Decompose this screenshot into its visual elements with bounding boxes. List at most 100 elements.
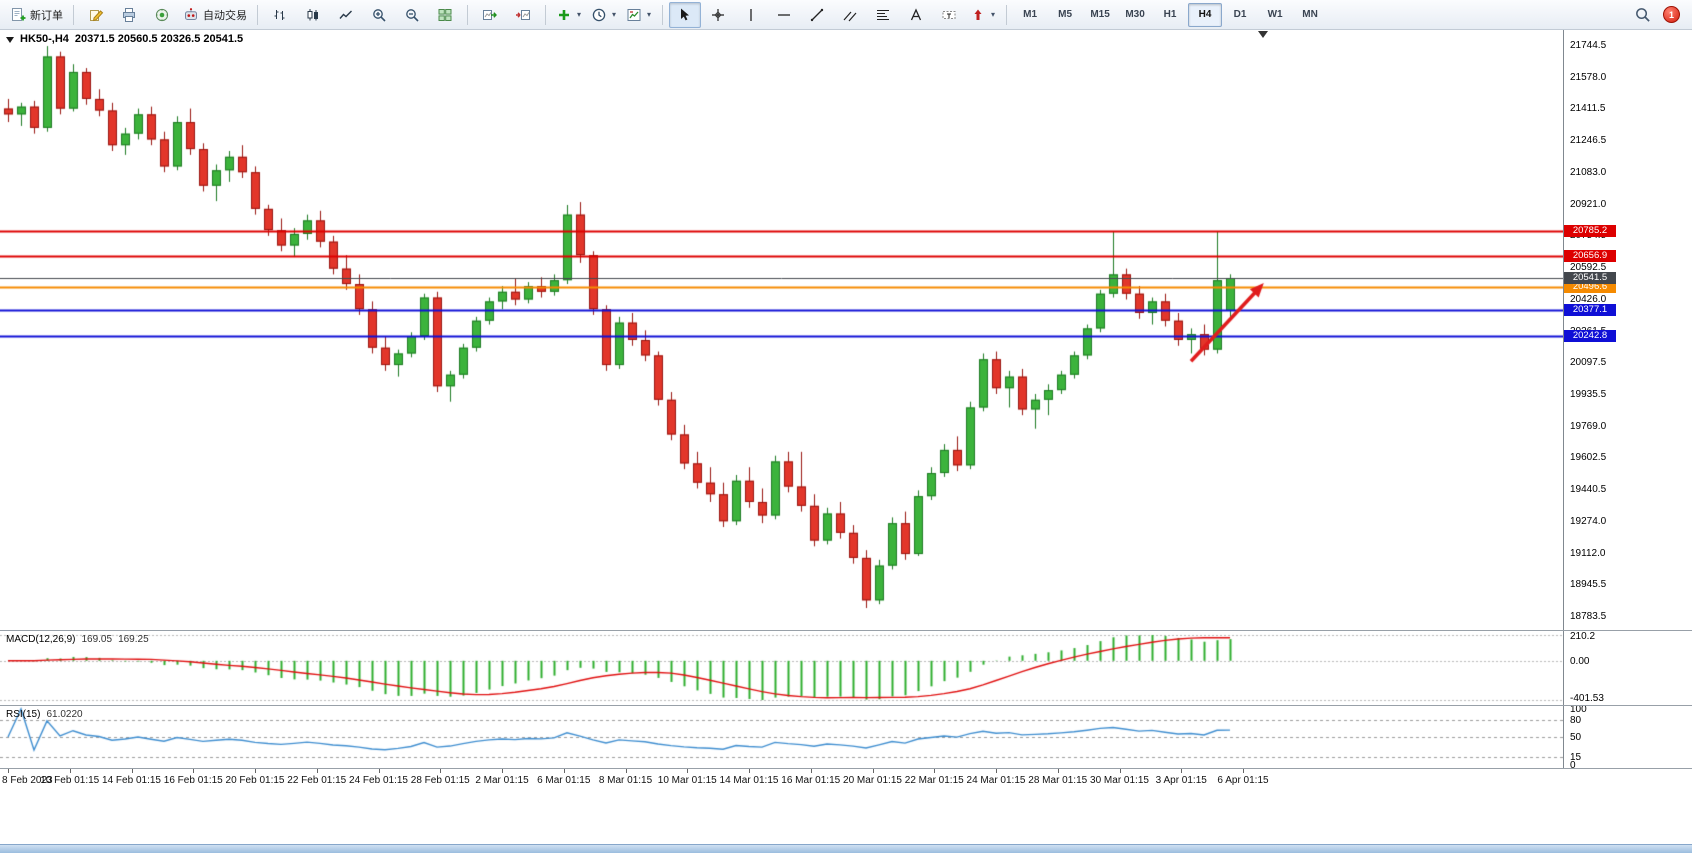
arrows-dropdown-icon[interactable]: ▾ <box>991 9 996 19</box>
time-axis-tick <box>1057 769 1059 773</box>
time-axis-label: 14 Feb 01:15 <box>102 775 161 786</box>
indicators-dropdown-icon[interactable]: ▾ <box>577 9 582 19</box>
horizontal-line-tool-button[interactable] <box>768 2 800 28</box>
time-axis-label: 2 Mar 01:15 <box>475 775 529 786</box>
time-axis[interactable]: 8 Feb 2023 10 Feb 01:15 14 Feb 01:15 16 Feb… <box>0 769 1692 793</box>
time-axis-label: 16 Mar 01:15 <box>781 775 841 786</box>
cursor-tool-button[interactable] <box>669 1 702 28</box>
templates-button[interactable]: ▾ <box>622 2 656 28</box>
price-axis-label: 19112.0 <box>1570 547 1606 559</box>
macd-canvas[interactable] <box>0 631 1563 705</box>
price-axis-label: 20921.0 <box>1570 198 1607 210</box>
time-axis-label: 14 Mar 01:15 <box>719 775 779 786</box>
price-axis-label: 20592.5 <box>1570 262 1607 274</box>
price-axis-label: 21744.5 <box>1570 40 1607 51</box>
time-axis-tick <box>687 769 689 773</box>
rsi-header: RSI(15) 61.0220 <box>6 709 83 720</box>
chart-header: HK50-,H4 20371.5 20560.5 20326.5 20541.5 <box>6 33 243 45</box>
time-axis-label: 10 Feb 01:15 <box>40 775 100 786</box>
text-tool-button[interactable] <box>900 2 932 28</box>
new-order-button[interactable]: 新订单 <box>6 2 67 28</box>
chart-bars-button[interactable] <box>264 2 296 28</box>
text-icon <box>910 7 922 20</box>
bar-chart-icon <box>274 9 285 20</box>
timeframe-h4-button[interactable]: H4 <box>1188 2 1223 27</box>
price-axis-label: 21578.0 <box>1570 71 1607 83</box>
text-label-tool-button[interactable] <box>933 2 965 28</box>
zoom-in-button[interactable] <box>363 2 395 28</box>
timeframe-w1-button[interactable]: W1 <box>1267 9 1283 20</box>
time-axis-tick <box>255 769 256 773</box>
timeframe-m1-button[interactable]: M1 <box>1023 9 1038 20</box>
price-axis-label: 18945.5 <box>1570 579 1607 591</box>
price-line-value-box: 20785.2 <box>1564 224 1616 237</box>
templates-dropdown-icon[interactable]: ▾ <box>647 9 652 19</box>
chart-shift-marker[interactable] <box>1258 31 1268 38</box>
timeframe-m15-button[interactable]: M15 <box>1090 9 1110 20</box>
chart-line-button[interactable] <box>330 2 362 28</box>
one-click-trading-toggle-icon[interactable] <box>6 36 14 43</box>
time-axis-label: 28 Mar 01:15 <box>1028 775 1088 786</box>
macd-main-value: 169.05 <box>81 634 113 645</box>
toolbar-separator <box>545 4 546 25</box>
price-line-value-box: 20541.5 <box>1564 271 1616 284</box>
time-axis-label: 6 Mar 01:15 <box>537 775 591 786</box>
timeframe-d1-button[interactable]: D1 <box>1233 9 1247 20</box>
periods-button[interactable]: ▾ <box>587 2 621 28</box>
arrows-tool-button[interactable]: ▾ <box>966 2 1000 28</box>
timeframe-m30-button[interactable]: M30 <box>1125 9 1145 20</box>
panel-divider[interactable] <box>0 705 1692 706</box>
time-axis-tick <box>810 769 812 773</box>
timeframe-mn-button[interactable]: MN <box>1302 9 1318 20</box>
new-order-icon <box>12 7 26 21</box>
price-axis-label: 0.00 <box>1570 655 1590 667</box>
clock-icon <box>592 8 606 21</box>
time-axis-tick <box>502 769 503 773</box>
price-axis[interactable]: 21744.5 21578.0 21411.5 21246.5 21083.0 20921… <box>1563 30 1692 771</box>
timeframe-h1-button[interactable]: H1 <box>1163 9 1177 20</box>
chart-shift-icon <box>516 9 530 20</box>
search-icon[interactable] <box>1634 6 1651 23</box>
crosshair-tool-button[interactable] <box>702 2 734 28</box>
toolbar-separator <box>467 4 468 25</box>
channel-tool-button[interactable] <box>834 2 866 28</box>
price-line-value-box: 20377.1 <box>1564 303 1616 316</box>
indicators-button[interactable]: ▾ <box>552 2 586 28</box>
window-bottom-border <box>0 844 1692 853</box>
metaeditor-button[interactable] <box>80 2 112 28</box>
fibonacci-icon <box>877 9 890 20</box>
price-chart-canvas[interactable] <box>0 30 1563 630</box>
autotrading-button[interactable]: 自动交易 <box>179 2 251 28</box>
time-axis-label: 20 Feb 01:15 <box>225 775 285 786</box>
print-button[interactable] <box>113 2 145 28</box>
zoom-in-icon <box>373 8 386 22</box>
autoscroll-button[interactable] <box>474 2 506 28</box>
chart-shift-button[interactable] <box>507 2 539 28</box>
cursor-icon <box>681 8 690 20</box>
chart-candles-button[interactable] <box>297 2 329 28</box>
sounds-button[interactable] <box>146 2 178 28</box>
macd-header: MACD(12,26,9) 169.05 169.25 <box>6 634 149 645</box>
time-axis-label: 8 Feb 2023 <box>2 775 53 786</box>
panel-divider[interactable] <box>0 630 1692 631</box>
timeframe-m5-button[interactable]: M5 <box>1058 9 1073 20</box>
fibonacci-tool-button[interactable] <box>867 2 899 28</box>
price-axis-label: 19935.5 <box>1570 388 1607 400</box>
vertical-line-tool-button[interactable] <box>735 2 767 28</box>
price-axis-label: -401.53 <box>1570 693 1604 704</box>
tile-windows-button[interactable] <box>429 2 461 28</box>
panel-divider <box>0 768 1692 769</box>
rsi-canvas[interactable] <box>0 706 1563 768</box>
price-axis-label: 19769.0 <box>1570 420 1607 432</box>
autotrading-label: 自动交易 <box>203 9 247 22</box>
zoom-out-button[interactable] <box>396 2 428 28</box>
time-axis-tick <box>131 769 133 773</box>
trendline-tool-button[interactable] <box>801 2 833 28</box>
time-axis-tick <box>69 769 71 773</box>
vertical-line-icon <box>750 8 752 21</box>
notification-badge[interactable]: 1 <box>1663 6 1680 23</box>
time-axis-tick <box>193 769 195 773</box>
price-axis-label: 80 <box>1570 715 1582 727</box>
periods-dropdown-icon[interactable]: ▾ <box>612 9 617 19</box>
new-order-label: 新订单 <box>30 9 63 22</box>
